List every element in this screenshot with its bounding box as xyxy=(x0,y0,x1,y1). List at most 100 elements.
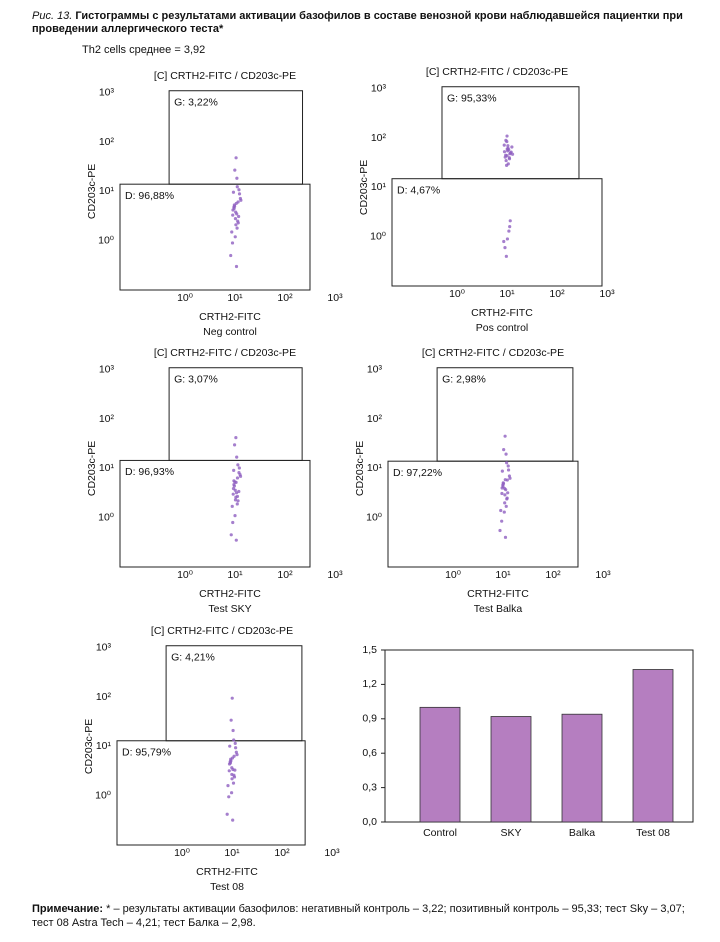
event-dot xyxy=(233,741,237,745)
bar xyxy=(490,716,532,823)
event-dot xyxy=(232,482,236,487)
event-dot xyxy=(231,818,235,822)
x-tick-label: 10⁰ xyxy=(174,847,191,859)
y-tick-label: 1,5 xyxy=(362,644,377,656)
x-tick-label: 10⁰ xyxy=(177,569,194,581)
event-dot xyxy=(235,753,239,757)
event-dot xyxy=(508,476,512,480)
event-dot xyxy=(228,744,232,748)
event-dot xyxy=(237,188,241,192)
event-dot xyxy=(230,230,234,234)
x-tick-label: 10² xyxy=(549,288,565,300)
event-dot xyxy=(233,514,237,518)
plot-title: [C] CRTH2-FITC / CD203c-PE xyxy=(154,347,296,359)
event-dot xyxy=(233,235,237,239)
x-tick-label: 10⁰ xyxy=(177,292,194,304)
x-tick-label: 10² xyxy=(277,569,293,581)
event-dot xyxy=(235,502,239,506)
y-tick-label: 10² xyxy=(367,413,383,425)
event-dot xyxy=(234,210,238,214)
x-axis-title: CRTH2-FITC xyxy=(199,588,261,600)
event-dot xyxy=(504,158,508,163)
y-tick-label: 10¹ xyxy=(96,740,112,752)
gate xyxy=(116,740,306,846)
y-tick-label: 10³ xyxy=(371,83,387,95)
event-dot xyxy=(506,144,510,148)
event-dot xyxy=(236,499,240,503)
event-dot xyxy=(235,455,239,459)
x-tick-label: 10¹ xyxy=(227,569,243,581)
plot-caption: Test Balka xyxy=(474,603,523,615)
event-dot xyxy=(226,784,230,788)
y-axis-title: CD203c-PE xyxy=(86,164,98,219)
x-tick-label: SKY xyxy=(500,827,521,839)
y-tick-label: 10¹ xyxy=(371,181,387,193)
event-dot xyxy=(504,504,508,508)
event-dot xyxy=(502,143,506,147)
event-dot xyxy=(505,154,509,158)
event-dot xyxy=(237,214,241,219)
x-tick-label: 10³ xyxy=(327,292,343,304)
plot-caption: Neg control xyxy=(203,326,257,338)
event-dot xyxy=(506,491,510,495)
bar xyxy=(561,713,603,823)
event-dot xyxy=(506,146,510,150)
event-dot xyxy=(505,461,509,465)
event-dot xyxy=(506,468,511,472)
event-dot xyxy=(502,150,507,154)
event-dot xyxy=(234,156,238,160)
event-dot xyxy=(503,434,507,438)
event-dot xyxy=(237,489,241,494)
event-dot xyxy=(229,759,233,763)
x-tick-label: 10¹ xyxy=(499,288,515,300)
event-dot xyxy=(236,221,240,225)
plot-frame xyxy=(384,649,694,823)
event-dot xyxy=(229,718,233,722)
event-dot xyxy=(235,185,239,189)
y-tick-label: 10¹ xyxy=(367,462,383,474)
event-dot xyxy=(230,696,234,700)
y-tick-label: 0,9 xyxy=(362,713,377,725)
event-dot xyxy=(503,493,507,497)
y-tick-label: 10² xyxy=(99,413,115,425)
y-tick-label: 10² xyxy=(96,691,112,703)
y-tick-label: 10³ xyxy=(99,364,115,376)
y-axis-title: CD203c-PE xyxy=(83,719,95,774)
x-tick-label: Test 08 xyxy=(636,827,670,839)
event-dot xyxy=(233,168,237,172)
event-dot xyxy=(503,501,507,505)
plot-caption: Test 08 xyxy=(210,881,244,893)
figure-caption: Рис. 13. Гистограммы с результатами акти… xyxy=(32,10,692,36)
x-tick-label: 10³ xyxy=(324,847,340,859)
event-dot xyxy=(500,519,504,523)
event-dot xyxy=(232,775,237,779)
gate-label: D: 95,79% xyxy=(122,747,171,759)
event-dot xyxy=(504,163,509,167)
event-dot xyxy=(234,746,238,750)
event-dot xyxy=(233,488,237,492)
gate xyxy=(391,178,603,287)
gate-label: D: 4,67% xyxy=(397,184,440,196)
x-tick-label: 10³ xyxy=(599,288,615,300)
y-axis-title: CD203c-PE xyxy=(358,160,370,215)
note-text: * – результаты активации базофилов: нега… xyxy=(32,903,685,929)
y-tick-label: 10³ xyxy=(99,87,115,99)
event-dot xyxy=(499,508,503,513)
event-dot xyxy=(231,520,235,525)
x-tick-label: 10² xyxy=(277,292,293,304)
gate xyxy=(387,460,579,568)
x-tick-label: 10¹ xyxy=(495,569,511,581)
y-tick-label: 0,3 xyxy=(362,781,377,793)
gate xyxy=(119,459,311,568)
plot-title: [C] CRTH2-FITC / CD203c-PE xyxy=(151,625,293,637)
event-dot xyxy=(231,492,235,496)
event-dot xyxy=(234,201,238,206)
event-dot xyxy=(504,452,508,456)
event-dot xyxy=(227,795,231,799)
event-dot xyxy=(502,448,506,452)
event-dot xyxy=(501,482,506,486)
event-dot xyxy=(235,226,239,230)
gate-label: G: 2,98% xyxy=(442,374,486,386)
bar xyxy=(419,706,461,823)
event-dot xyxy=(234,223,238,227)
